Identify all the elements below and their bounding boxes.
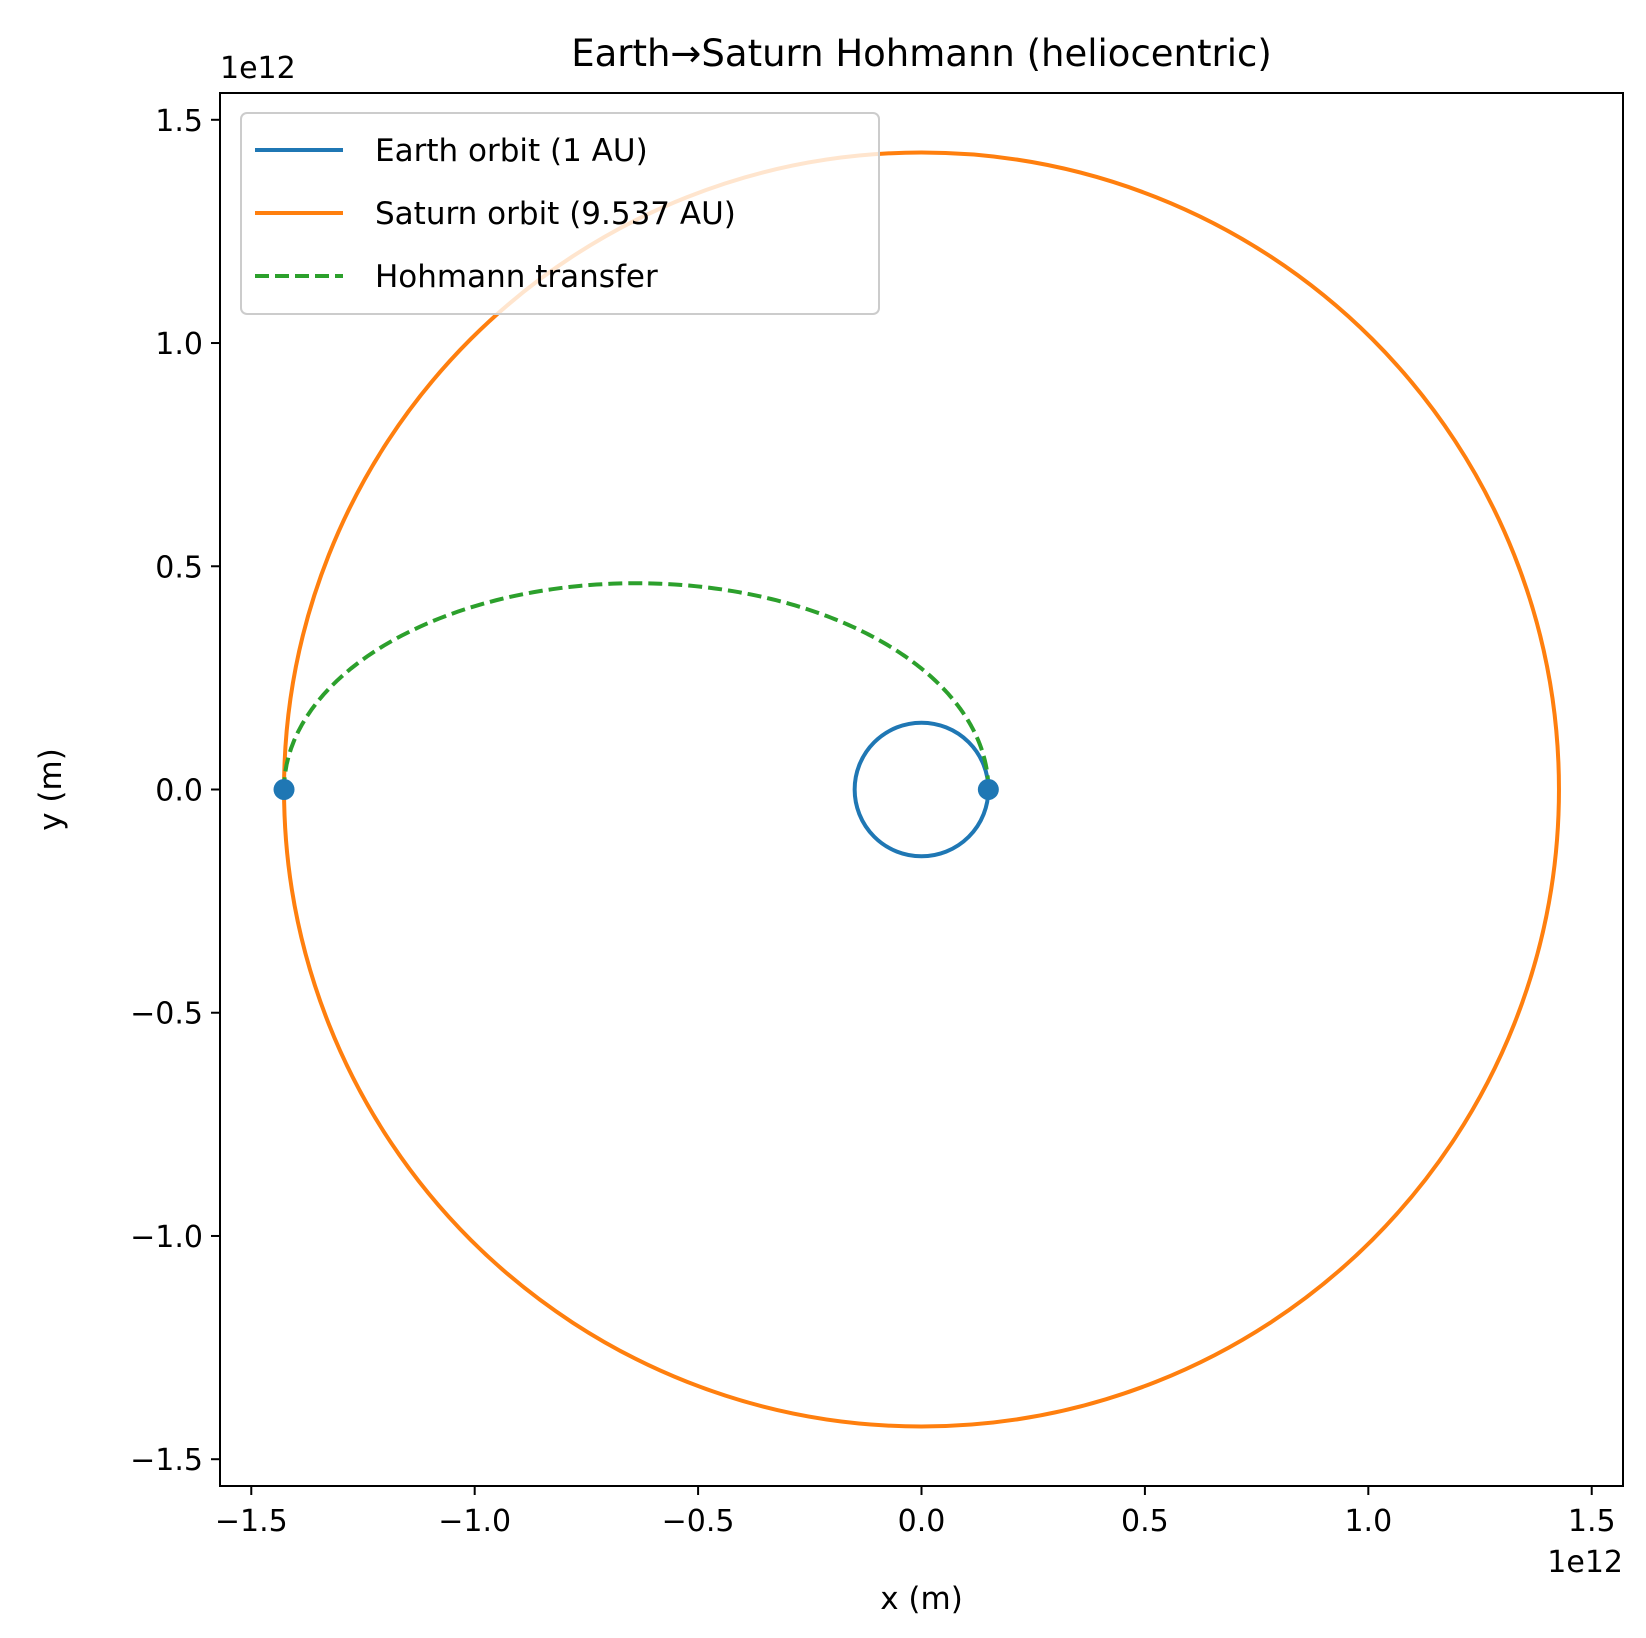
x-axis-offset-text: 1e12	[1547, 1545, 1623, 1580]
y-axis-offset-text: 1e12	[220, 51, 296, 86]
x-tick-label: −0.5	[662, 1504, 735, 1539]
x-tick-label: 0.5	[1121, 1504, 1169, 1539]
legend-label-3: Hohmann transfer	[375, 259, 658, 295]
marker-point-2	[273, 779, 295, 800]
x-tick-label: 1.0	[1344, 1504, 1392, 1539]
marker-point-1	[977, 779, 999, 800]
axes: −1.5 −1.0 −0.5 0.0 0.5 1.0 1.5 1.5 1.0 0.5 0.0 −0.5…	[130, 92, 1624, 1539]
y-axis-title: y (m)	[33, 748, 69, 831]
legend-label-2: Saturn orbit (9.537 AU)	[375, 196, 736, 232]
series-3-line	[282, 581, 991, 790]
legend-label-1: Earth orbit (1 AU)	[375, 133, 648, 169]
y-tick-label: 1.5	[155, 104, 203, 139]
chart-title: Earth→Saturn Hohmann (heliocentric)	[571, 32, 1272, 75]
y-tick-label: 1.0	[155, 327, 203, 362]
x-tick-label: −1.0	[438, 1504, 511, 1539]
y-tick-label: 0.0	[155, 774, 203, 809]
plot-area	[273, 150, 1561, 1429]
legend-box	[240, 112, 880, 315]
x-tick-label: 1.5	[1568, 1504, 1616, 1539]
x-tick-label: −1.5	[215, 1504, 288, 1539]
y-tick-label: 0.5	[155, 550, 203, 585]
legend: Earth orbit (1 AU) Saturn orbit (9.537 AU…	[240, 112, 880, 315]
x-axis-title: x (m)	[880, 1581, 963, 1617]
y-tick-label: −0.5	[130, 997, 203, 1032]
y-tick-label: −1.5	[130, 1443, 203, 1478]
x-tick-label: 0.0	[898, 1504, 946, 1539]
y-tick-label: −1.0	[130, 1220, 203, 1255]
